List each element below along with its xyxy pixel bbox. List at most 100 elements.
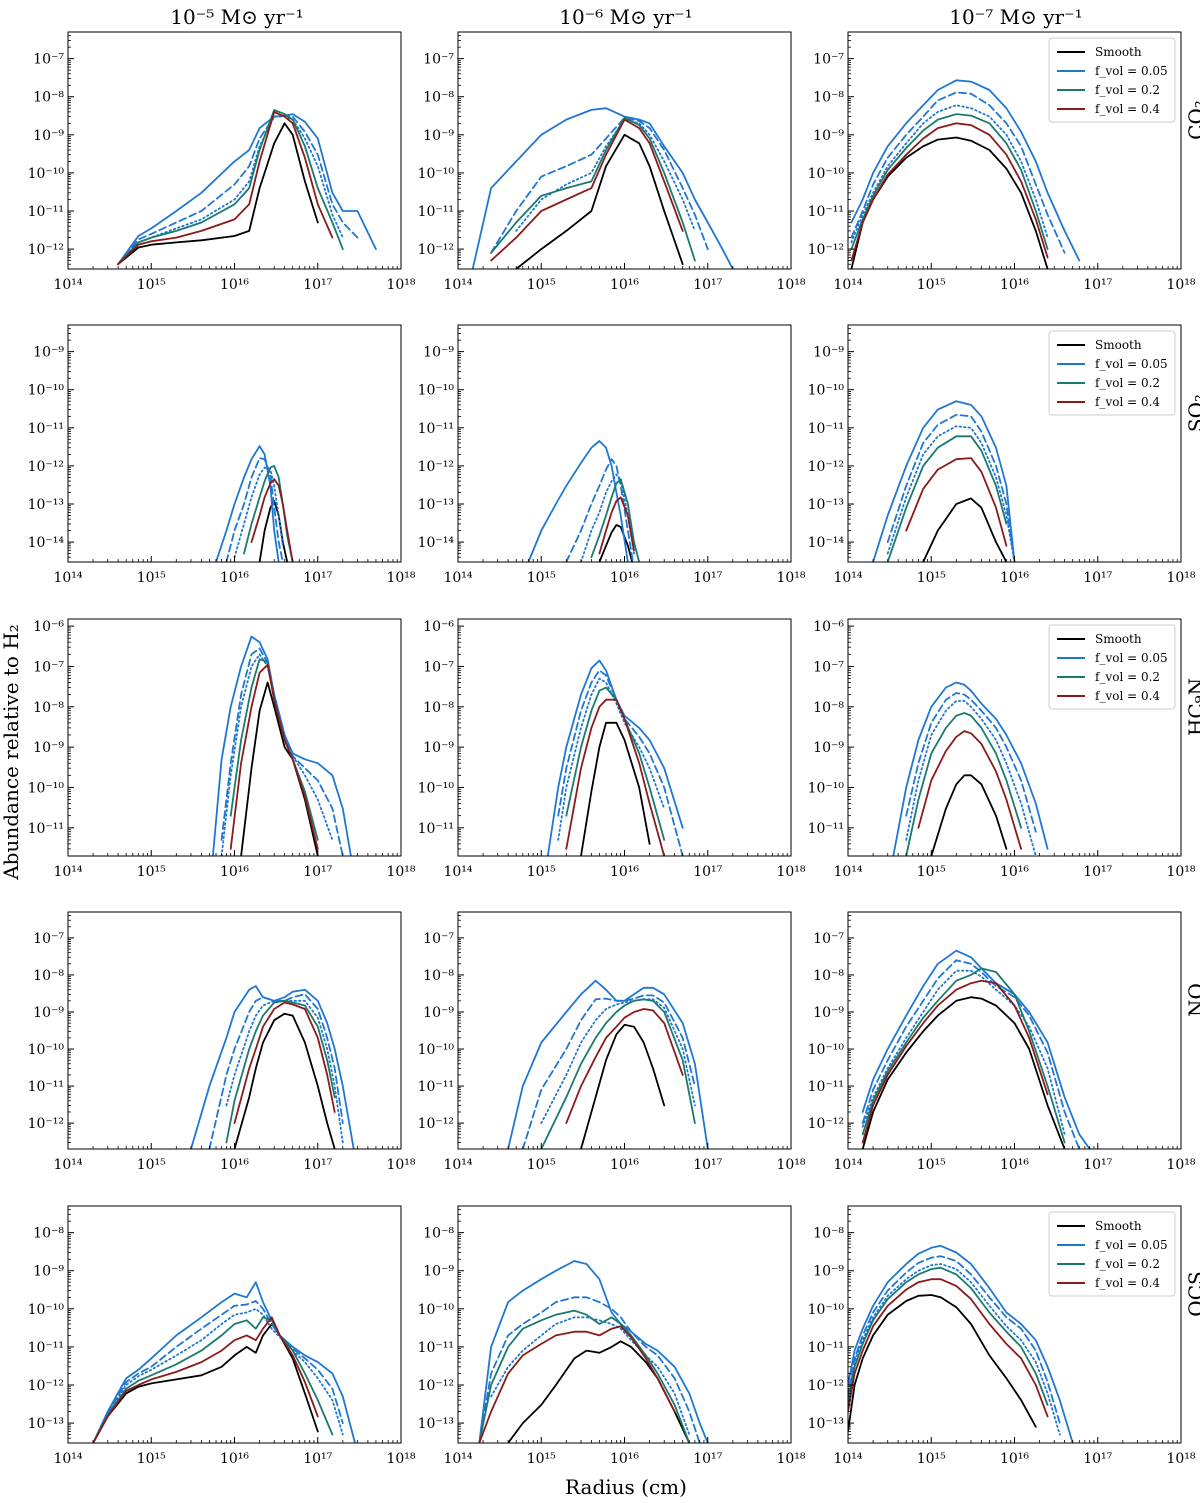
y-tick-label: 10⁻¹⁴ [28, 535, 65, 551]
y-tick-label: 10⁻¹² [418, 459, 454, 475]
series-line-f-vol-0-05-dashed [490, 116, 709, 254]
y-tick-label: 10⁻⁸ [423, 90, 454, 106]
y-tick-label: 10⁻¹² [808, 1116, 844, 1132]
y-tick-label: 10⁻¹¹ [418, 1340, 454, 1356]
y-tick-label: 10⁻⁷ [813, 659, 844, 675]
panel-2-1: 10¹⁴ 10¹⁵ 10¹⁶ 10¹⁷ 10¹⁸ 10⁻¹¹ 10⁻¹⁰ 10⁻⁹ 10⁻⁸ 10… [418, 618, 806, 880]
y-tick-label: 10⁻⁷ [423, 931, 454, 947]
y-tick-label: 10⁻¹¹ [418, 1079, 454, 1095]
series-line-f-vol-0-05-dashed [117, 114, 359, 266]
y-tick-label: 10⁻¹² [808, 1378, 844, 1394]
x-tick-label: 10¹⁷ [693, 864, 722, 880]
x-tick-label: 10¹⁶ [610, 1451, 639, 1467]
y-tick-label: 10⁻¹² [28, 1116, 64, 1132]
series-line-f-vol-0-4-solid [905, 457, 1008, 547]
series-line-f-vol-0-2-solid [92, 1316, 334, 1443]
plot-frame [457, 618, 792, 857]
y-axis-label: Abundance relative to H₂ [0, 624, 23, 881]
series-line-f-vol-0-05-dotted [490, 1316, 691, 1436]
x-tick-label: 10¹⁵ [917, 570, 946, 586]
series-line-f-vol-0-05-dotted [92, 1307, 344, 1443]
x-tick-label: 10¹⁷ [1083, 864, 1112, 880]
series-line-f-vol-0-05-dashed [478, 1296, 701, 1443]
y-tick-label: 10⁻¹⁴ [808, 535, 845, 551]
y-tick-label: 10⁻¹¹ [808, 1340, 844, 1356]
x-tick-label: 10¹⁵ [137, 1451, 166, 1467]
panel-0-0: 10¹⁴ 10¹⁵ 10¹⁶ 10¹⁷ 10¹⁸ 10⁻¹² 10⁻¹¹ 10⁻¹⁰ 10⁻⁹ 1… [28, 31, 416, 293]
y-tick-label: 10⁻¹² [808, 242, 844, 258]
series-line-f-vol-0-4-solid [233, 1001, 336, 1124]
series-line-f-vol-0-4-solid [565, 698, 666, 856]
series-group [861, 949, 1091, 1149]
series-line-f-vol-0-2-solid [540, 998, 696, 1149]
x-tick-label: 10¹⁶ [1000, 1157, 1029, 1173]
y-tick-label: 10⁻¹¹ [418, 421, 454, 437]
y-tick-label: 10⁻¹⁰ [28, 1042, 65, 1058]
x-tick-label: 10¹⁷ [693, 1157, 722, 1173]
column-title-2: 10⁻⁶ M⊙ yr⁻¹ [559, 5, 692, 29]
series-line-smooth-solid [930, 774, 1008, 856]
plot-frame [457, 324, 792, 563]
legend-label: f_vol = 0.4 [1095, 102, 1160, 116]
y-tick-label: 10⁻⁷ [813, 931, 844, 947]
series-group [215, 445, 294, 562]
molecule-label: OCS [1184, 1271, 1200, 1316]
x-tick-label: 10¹⁸ [776, 570, 805, 586]
x-tick-label: 10¹⁴ [443, 1157, 472, 1173]
x-tick-label: 10¹⁸ [776, 277, 805, 293]
series-line-f-vol-0-05-solid [478, 1260, 709, 1443]
x-tick-label: 10¹⁴ [443, 864, 472, 880]
plot-frame [457, 911, 792, 1150]
legend-label: f_vol = 0.2 [1095, 670, 1160, 684]
x-tick-label: 10¹⁷ [693, 277, 722, 293]
panel-0-1: 10¹⁴ 10¹⁵ 10¹⁶ 10¹⁷ 10¹⁸ 10⁻¹² 10⁻¹¹ 10⁻¹⁰ 10⁻⁹ 1… [418, 31, 806, 293]
plot-frame [67, 31, 402, 270]
x-tick-label: 10¹⁷ [693, 570, 722, 586]
series-group [471, 107, 734, 269]
series-line-f-vol-0-4-solid [917, 730, 1022, 850]
x-tick-label: 10¹⁷ [303, 1451, 332, 1467]
y-tick-label: 10⁻⁹ [813, 345, 844, 361]
x-tick-label: 10¹⁴ [833, 570, 862, 586]
legend-label: f_vol = 0.05 [1095, 357, 1168, 371]
series-line-f-vol-0-05-solid [215, 445, 280, 562]
x-tick-label: 10¹⁶ [1000, 1451, 1029, 1467]
y-tick-label: 10⁻¹² [28, 459, 64, 475]
x-tick-label: 10¹⁶ [220, 277, 249, 293]
series-line-f-vol-0-05-solid [848, 1244, 1074, 1443]
series-line-f-vol-0-05-dashed [886, 413, 1016, 562]
x-tick-label: 10¹⁶ [610, 277, 639, 293]
series-line-f-vol-0-05-dotted [540, 998, 696, 1124]
legend-label: Smooth [1095, 632, 1142, 646]
series-line-smooth-solid [861, 996, 1066, 1149]
series-line-f-vol-0-2-solid [478, 1309, 691, 1443]
series-line-f-vol-0-4-solid [117, 111, 334, 266]
panel-2-2: 10¹⁴ 10¹⁵ 10¹⁶ 10¹⁷ 10¹⁸ 10⁻¹¹ 10⁻¹⁰ 10⁻⁹ 10⁻⁸ 10… [808, 618, 1200, 880]
x-tick-label: 10¹⁵ [137, 1157, 166, 1173]
y-tick-label: 10⁻¹⁰ [418, 166, 455, 182]
y-tick-label: 10⁻⁸ [33, 1226, 64, 1242]
legend-label: Smooth [1095, 45, 1142, 59]
x-tick-label: 10¹⁸ [386, 1157, 415, 1173]
y-tick-label: 10⁻⁷ [33, 659, 64, 675]
y-tick-label: 10⁻⁹ [423, 345, 454, 361]
series-line-f-vol-0-2-solid [848, 1266, 1049, 1406]
series-line-f-vol-0-4-solid [565, 1008, 684, 1124]
series-line-f-vol-0-05-dotted [117, 115, 344, 266]
panel-4-1: 10¹⁴ 10¹⁵ 10¹⁶ 10¹⁷ 10¹⁸ 10⁻¹³ 10⁻¹² 10⁻¹¹ 10⁻¹⁰… [418, 1205, 806, 1467]
legend-box [1048, 330, 1176, 416]
series-line-f-vol-0-2-solid [490, 116, 696, 262]
x-tick-label: 10¹⁷ [1083, 277, 1112, 293]
x-tick-label: 10¹⁴ [833, 1451, 862, 1467]
x-tick-label: 10¹⁶ [610, 1157, 639, 1173]
x-tick-label: 10¹⁸ [386, 570, 415, 586]
x-tick-label: 10¹⁵ [527, 1157, 556, 1173]
series-line-f-vol-0-05-solid [507, 979, 709, 1149]
series-line-f-vol-0-05-solid [527, 440, 629, 562]
molecule-label: SO₂ [1184, 394, 1200, 432]
legend: Smooth f_vol = 0.05 f_vol = 0.2 f_vol = 0.4 [1048, 1211, 1176, 1297]
y-tick-label: 10⁻¹¹ [808, 421, 844, 437]
y-tick-label: 10⁻¹³ [28, 497, 64, 513]
series-line-f-vol-0-4-solid [478, 1325, 676, 1443]
y-tick-label: 10⁻¹¹ [28, 204, 64, 220]
